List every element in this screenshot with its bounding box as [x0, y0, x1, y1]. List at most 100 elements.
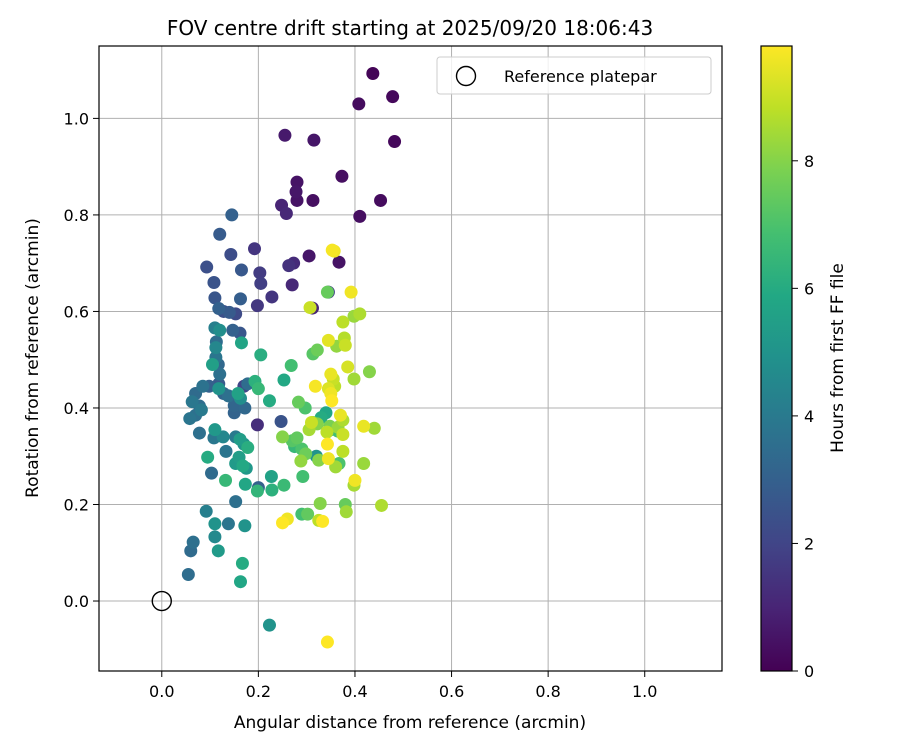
data-point [316, 514, 330, 528]
data-point [302, 249, 316, 263]
data-point [211, 544, 225, 558]
data-point [181, 567, 195, 581]
x-tick-label: 0.4 [342, 682, 367, 701]
data-point [213, 227, 227, 241]
data-point [185, 395, 199, 409]
reference-marker-group [151, 590, 172, 612]
data-point [194, 403, 208, 417]
data-point [341, 360, 355, 374]
data-point [238, 477, 252, 491]
data-point [357, 419, 371, 433]
data-point [208, 530, 222, 544]
data-point [321, 452, 335, 466]
scatter-points [181, 67, 402, 649]
data-point [353, 307, 367, 321]
data-point [388, 135, 402, 149]
data-point [291, 395, 305, 409]
data-point [352, 97, 366, 111]
data-point [357, 456, 371, 470]
data-point [225, 208, 239, 222]
colorbar-tick-label: 4 [804, 407, 814, 426]
colorbar-tick-label: 2 [804, 534, 814, 553]
data-point [332, 255, 346, 269]
data-point [277, 478, 291, 492]
data-point [324, 367, 338, 381]
data-point [265, 290, 279, 304]
x-tick-label: 1.0 [632, 682, 657, 701]
data-point [212, 382, 226, 396]
data-point [262, 394, 276, 408]
data-point [238, 519, 252, 533]
data-point [339, 505, 353, 519]
data-point [277, 373, 291, 387]
data-point [254, 276, 268, 290]
colorbar-label: Hours from first FF file [828, 263, 848, 453]
data-point [219, 473, 233, 487]
y-axis-label: Rotation from reference (arcmin) [23, 218, 43, 498]
y-axis-ticks: 0.0 0.2 0.4 0.6 0.8 1.0 [64, 109, 99, 611]
colorbar: 0 2 4 6 8 Hours from first FF file [760, 45, 848, 681]
data-point [374, 193, 388, 207]
data-point [254, 348, 268, 362]
chart-title: FOV centre drift starting at 2025/09/20 … [167, 16, 653, 40]
data-point [196, 379, 210, 393]
colorbar-gradient [761, 46, 792, 671]
data-point [304, 415, 318, 429]
data-point [248, 242, 262, 256]
legend: Reference platepar [436, 56, 712, 95]
data-point [208, 517, 222, 531]
colorbar-tick-label: 6 [804, 279, 814, 298]
data-point [325, 394, 339, 408]
data-point [348, 473, 362, 487]
data-point [321, 333, 335, 347]
data-point [294, 454, 308, 468]
data-point [336, 428, 350, 442]
y-tick-label: 0.6 [64, 302, 89, 321]
data-point [366, 67, 380, 81]
data-point [278, 128, 292, 142]
data-point [221, 517, 235, 531]
data-point [320, 285, 334, 299]
data-point [235, 556, 249, 570]
data-point [229, 495, 243, 509]
colorbar-tick-label: 8 [804, 152, 814, 171]
y-tick-label: 1.0 [64, 109, 89, 128]
data-point [336, 315, 350, 329]
data-point [208, 423, 222, 437]
data-point [222, 305, 236, 319]
y-tick-label: 0.0 [64, 592, 89, 611]
data-point [313, 497, 327, 511]
data-point [307, 133, 321, 147]
data-point [289, 185, 303, 199]
data-point [251, 382, 265, 396]
data-point [231, 386, 245, 400]
legend-label: Reference platepar [504, 67, 657, 86]
data-point [312, 453, 326, 467]
data-point [333, 408, 347, 422]
data-point [279, 206, 293, 220]
data-point [353, 209, 367, 223]
x-tick-label: 0.6 [439, 682, 464, 701]
data-point [290, 175, 304, 189]
data-point [282, 259, 296, 273]
data-point [226, 323, 240, 337]
data-point [200, 260, 214, 274]
data-point [207, 275, 221, 289]
data-point [276, 430, 290, 444]
data-point [325, 243, 339, 257]
data-point [264, 470, 278, 484]
data-point [290, 431, 304, 445]
data-point [219, 444, 233, 458]
data-point [208, 291, 222, 305]
data-point [320, 635, 334, 649]
data-point [284, 358, 298, 372]
y-tick-label: 0.4 [64, 399, 89, 418]
data-point [308, 379, 322, 393]
data-point [234, 263, 248, 277]
colorbar-ticks: 0 2 4 6 8 [792, 152, 814, 681]
data-point [213, 323, 227, 337]
data-point [347, 372, 361, 386]
x-tick-label: 0.0 [149, 682, 174, 701]
data-point [209, 341, 223, 355]
data-point [320, 425, 334, 439]
